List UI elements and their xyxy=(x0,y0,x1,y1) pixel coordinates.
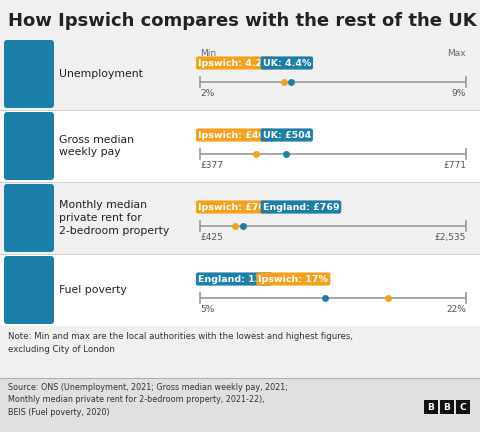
Text: 5%: 5% xyxy=(200,305,215,314)
Text: UK: £504: UK: £504 xyxy=(263,130,311,140)
Text: Fuel poverty: Fuel poverty xyxy=(59,285,127,295)
Text: England: £769: England: £769 xyxy=(263,203,339,212)
Bar xyxy=(0,254,480,326)
FancyBboxPatch shape xyxy=(4,184,54,252)
Text: Monthly median
private rent for
2-bedroom property: Monthly median private rent for 2-bedroo… xyxy=(59,200,169,236)
Text: Ipswich: £701: Ipswich: £701 xyxy=(198,203,272,212)
Text: 2%: 2% xyxy=(200,89,214,98)
Text: B: B xyxy=(444,403,450,412)
Text: Gross median
weekly pay: Gross median weekly pay xyxy=(59,135,134,157)
Text: Unemployment: Unemployment xyxy=(59,69,143,79)
Bar xyxy=(0,182,480,254)
Text: 9%: 9% xyxy=(452,89,466,98)
Text: 22%: 22% xyxy=(446,305,466,314)
Text: £2,535: £2,535 xyxy=(434,233,466,242)
Text: How Ipswich compares with the rest of the UK: How Ipswich compares with the rest of th… xyxy=(8,12,477,30)
Bar xyxy=(440,400,454,414)
FancyBboxPatch shape xyxy=(4,256,54,324)
Text: £425: £425 xyxy=(200,233,223,242)
Bar xyxy=(0,378,480,432)
Text: Source: ONS (Unemployment, 2021; Gross median weekly pay, 2021;
Monthly median p: Source: ONS (Unemployment, 2021; Gross m… xyxy=(8,383,288,417)
FancyBboxPatch shape xyxy=(4,40,54,108)
Bar xyxy=(0,38,480,110)
Text: B: B xyxy=(428,403,434,412)
Bar xyxy=(424,400,438,414)
Text: England: 13%: England: 13% xyxy=(198,274,271,283)
Text: £771: £771 xyxy=(443,161,466,170)
Bar xyxy=(0,110,480,182)
Text: Min: Min xyxy=(200,50,216,58)
Text: Ipswich: 17%: Ipswich: 17% xyxy=(258,274,328,283)
Text: Max: Max xyxy=(447,50,466,58)
Text: Ipswich: £460: Ipswich: £460 xyxy=(198,130,272,140)
Bar xyxy=(456,400,470,414)
FancyBboxPatch shape xyxy=(4,112,54,180)
Text: UK: 4.4%: UK: 4.4% xyxy=(263,58,311,67)
Text: C: C xyxy=(460,403,466,412)
Text: Ipswich: 4.2%: Ipswich: 4.2% xyxy=(198,58,272,67)
Text: £377: £377 xyxy=(200,161,223,170)
Text: Note: Min and max are the local authorities with the lowest and highest figures,: Note: Min and max are the local authorit… xyxy=(8,332,353,353)
